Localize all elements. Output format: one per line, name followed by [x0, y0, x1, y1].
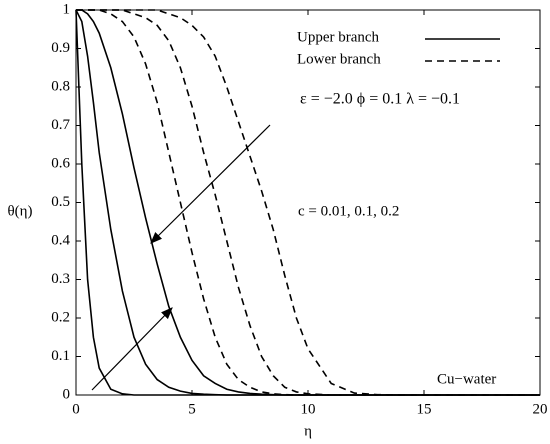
curve	[76, 9, 540, 396]
y-tick-label: 0.1	[51, 348, 70, 364]
legend-label: Upper branch	[297, 29, 380, 45]
arrow	[91, 307, 173, 391]
y-tick-label: 1	[63, 1, 71, 17]
legend-label: Lower branch	[297, 51, 381, 67]
x-tick-label: 5	[188, 401, 196, 417]
y-tick-label: 0.6	[51, 155, 70, 171]
curve	[76, 9, 540, 396]
y-tick-label: 0	[63, 386, 71, 402]
y-tick-label: 0.2	[51, 309, 70, 325]
x-axis-label: η	[304, 423, 312, 439]
x-tick-label: 20	[533, 401, 548, 417]
annotation: c = 0.01, 0.1, 0.2	[298, 203, 399, 219]
x-tick-label: 10	[301, 401, 316, 417]
y-tick-label: 0.4	[51, 232, 70, 248]
arrow	[150, 124, 271, 244]
y-tick-label: 0.7	[51, 117, 70, 133]
y-tick-label: 0.5	[51, 194, 70, 210]
y-tick-label: 0.8	[51, 78, 70, 94]
x-tick-label: 0	[72, 401, 80, 417]
annotation: ε = −2.0 ϕ = 0.1 λ = −0.1	[300, 91, 460, 108]
annotation: Cu−water	[437, 371, 496, 387]
y-axis-label: θ(η)	[7, 203, 32, 219]
y-tick-label: 0.9	[51, 40, 70, 56]
y-tick-label: 0.3	[51, 271, 70, 287]
x-tick-label: 15	[417, 401, 432, 417]
